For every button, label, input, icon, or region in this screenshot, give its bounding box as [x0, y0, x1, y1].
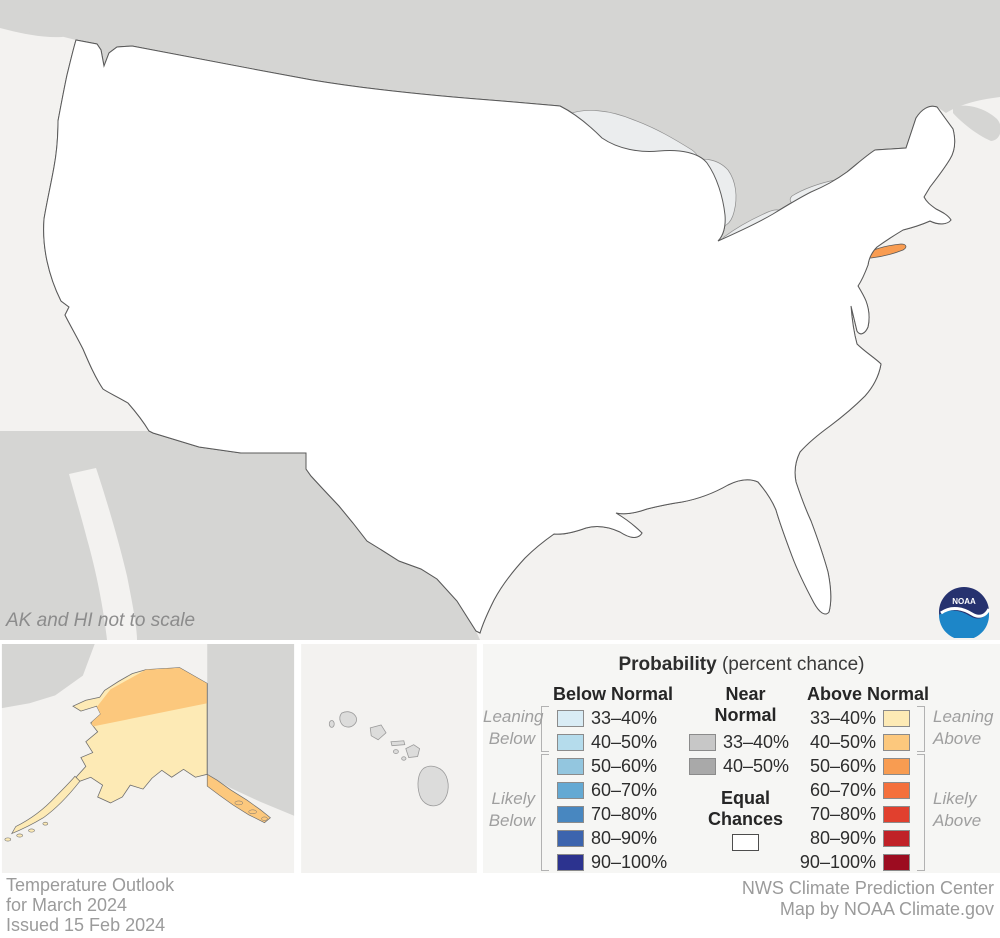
near-normal-header: Near Normal	[714, 684, 777, 725]
hawaii-inset-panel	[300, 644, 478, 873]
footer-issued-line: Issued 15 Feb 2024	[6, 915, 166, 935]
legend-swatch-above-50-60	[883, 758, 910, 775]
alaska-inset-map	[1, 644, 295, 873]
leaning-above-bracket	[917, 706, 925, 752]
legend-row-above-33-40: 33–40%	[723, 708, 910, 729]
russia-landmass	[1, 644, 95, 709]
legend-swatch-above-40-50	[883, 734, 910, 751]
neighbor-countries	[0, 0, 1000, 640]
likely-above-label: Likely Above	[933, 789, 982, 830]
probability-legend: Probability (percent chance) Below Norma…	[483, 644, 1000, 873]
likely-above-bracket	[917, 754, 925, 871]
hawaii-ocean	[301, 644, 477, 873]
footer-title-block: Temperature Outlook for March 2024 Issue…	[6, 875, 174, 935]
footer-period-line: for March 2024	[6, 895, 128, 915]
legend-row-near-40-50: 40–50%	[689, 756, 789, 777]
hawaiian-islands	[328, 711, 449, 807]
likely-below-bracket	[541, 754, 549, 871]
island-oahu	[369, 724, 387, 741]
leaning-above-label: Leaning Above	[933, 707, 994, 748]
legend-swatch-below-60-70	[557, 782, 584, 799]
leaning-below-label: Leaning Below	[483, 707, 544, 748]
legend-swatch-below-70-80	[557, 806, 584, 823]
legend-row-above-90-100: 90–100%	[723, 852, 910, 873]
alaska-inset-panel	[0, 644, 296, 873]
legend-row-above-60-70: 60–70%	[723, 780, 910, 801]
noaa-logo-text: NOAA	[952, 597, 976, 606]
legend-row-above-70-80: 70–80%	[723, 804, 910, 825]
noaa-logo-wave	[939, 610, 989, 638]
legend-swatch-below-50-60	[557, 758, 584, 775]
above-normal-header: Above Normal	[806, 684, 930, 704]
legend-swatch-below-40-50	[557, 734, 584, 751]
legend-row-below-90-100: 90–100%	[557, 852, 667, 873]
legend-row-above-40-50: 40–50%	[723, 732, 910, 753]
island-kahoolawe	[401, 756, 407, 761]
nova-scotia	[953, 105, 1000, 141]
below-normal-header: Below Normal	[552, 684, 674, 704]
gulf-of-california	[69, 468, 137, 640]
legend-swatch-below-80-90	[557, 830, 584, 847]
legend-title: Probability (percent chance)	[618, 654, 865, 675]
legend-row-below-60-70: 60–70%	[557, 780, 657, 801]
legend-row-below-33-40: 33–40%	[557, 708, 657, 729]
island-lanai	[393, 749, 399, 754]
canada-yukon-landmass	[207, 644, 295, 816]
canada-landmass	[0, 0, 1000, 241]
legend-row-near-33-40: 33–40%	[689, 732, 789, 753]
footer-credit-block: NWS Climate Prediction Center Map by NOA…	[742, 878, 994, 920]
panhandle-islands	[234, 800, 268, 821]
island-hawaii	[417, 765, 449, 807]
legend-swatch-below-90-100	[557, 854, 584, 871]
scale-note: AK and HI not to scale	[6, 610, 196, 631]
legend-row-below-70-80: 70–80%	[557, 804, 657, 825]
legend-row-above-80-90: 80–90%	[723, 828, 910, 849]
legend-swatch-above-70-80	[883, 806, 910, 823]
hawaii-inset-map	[301, 644, 477, 873]
legend-swatch-below-33-40	[557, 710, 584, 727]
alaska-peninsula	[10, 775, 81, 835]
conus-map	[0, 0, 1000, 640]
legend-row-below-50-60: 50–60%	[557, 756, 657, 777]
legend-swatch-above-90-100	[883, 854, 910, 871]
legend-row-below-80-90: 80–90%	[557, 828, 657, 849]
footer-credit-line2: Map by NOAA Climate.gov	[779, 899, 994, 919]
legend-row-below-40-50: 40–50%	[557, 732, 657, 753]
aleutian-islands	[4, 821, 49, 842]
vancouver-island	[0, 6, 68, 38]
legend-swatch-near-33-40	[689, 734, 716, 751]
legend-swatch-above-60-70	[883, 782, 910, 799]
legend-swatch-above-80-90	[883, 830, 910, 847]
footer-credit-line1: NWS Climate Prediction Center	[741, 878, 994, 898]
leaning-below-bracket	[541, 706, 549, 752]
noaa-logo: NOAA	[939, 587, 990, 638]
island-molokai	[390, 740, 406, 747]
legend-swatch-equal-chances	[732, 834, 759, 851]
footer-title-line: Temperature Outlook	[6, 875, 175, 895]
legend-row-above-50-60: 50–60%	[723, 756, 910, 777]
footer: Temperature Outlook for March 2024 Issue…	[0, 873, 1000, 938]
island-kauai	[339, 711, 357, 728]
likely-below-label: Likely Below	[488, 789, 535, 830]
legend-swatch-above-33-40	[883, 710, 910, 727]
island-maui	[405, 744, 421, 758]
equal-chances-label: Equal Chances	[707, 788, 784, 829]
island-niihau	[328, 720, 335, 728]
noaa-logo-seagull-icon	[940, 606, 990, 618]
alaska-north-above40	[90, 667, 208, 727]
legend-swatch-near-40-50	[689, 758, 716, 775]
